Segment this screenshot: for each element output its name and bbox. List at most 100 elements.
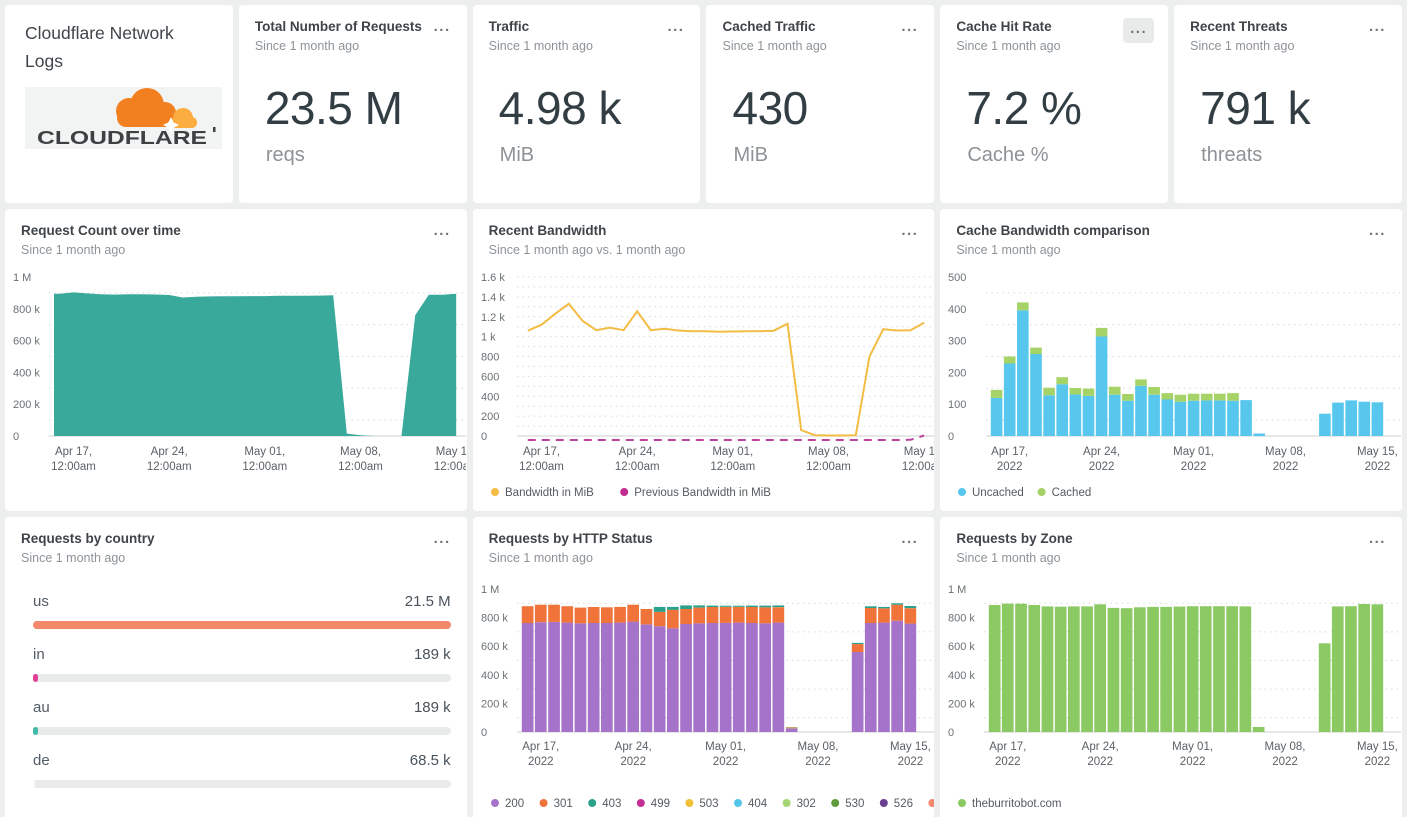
svg-text:May 01,12:00am: May 01, 12:00am — [242, 446, 287, 473]
stat-unit: Cache % — [967, 144, 1049, 166]
svg-text:200 k: 200 k — [13, 399, 40, 411]
panel-title: Requests by HTTP Status — [488, 531, 653, 546]
svg-text:Cached: Cached — [1052, 487, 1092, 499]
stat-card-recent-threats: Recent Threats Since 1 month ago ... 791… — [1174, 5, 1402, 203]
country-label: au — [33, 699, 50, 716]
svg-text:Apr 17,2022: Apr 17, 2022 — [991, 446, 1028, 473]
http-status-bar-chart: 1 M 800 k 600 k 400 k 200 k 0 Apr 17, 2022 Apr 2… — [481, 584, 934, 810]
svg-text:May 08,2022: May 08, 2022 — [1265, 446, 1306, 473]
country-value: 21.5 M — [404, 593, 451, 610]
svg-text:530: 530 — [845, 798, 864, 810]
panel-menu-button[interactable]: ... — [433, 530, 451, 547]
cloudflare-cloud-icon — [116, 88, 197, 133]
cloudflare-logo-text: CLOUDFLARE — [37, 128, 207, 148]
request-count-area-chart: 1 M 800 k 600 k 400 k 200 k 0 Apr 17, 12:00am Ap… — [13, 272, 466, 473]
panel-menu-button[interactable]: ... — [901, 530, 919, 547]
panel-title: Total Number of Requests — [254, 19, 422, 34]
dashboard-title: Cloudflare Network Logs — [25, 23, 174, 71]
panel-menu-button[interactable]: ... — [1368, 18, 1386, 35]
svg-text:300: 300 — [948, 336, 966, 348]
svg-text:200: 200 — [948, 367, 966, 379]
country-bar-fill — [33, 621, 451, 629]
country-label: in — [33, 646, 45, 663]
country-bar-fill — [33, 727, 38, 735]
panel-menu-button[interactable]: ... — [433, 18, 451, 35]
svg-text:May 15,2022: May 15, 2022 — [890, 741, 931, 768]
country-value: 189 k — [413, 699, 451, 716]
svg-text:May 01,2022: May 01, 2022 — [1173, 446, 1214, 473]
svg-text:May 15,12:00am: May 15,12:00am — [434, 446, 466, 473]
country-value: 189 k — [413, 646, 451, 663]
svg-text:Uncached: Uncached — [972, 487, 1024, 499]
panel-title: Recent Bandwidth — [488, 223, 607, 238]
svg-text:526: 526 — [893, 798, 912, 810]
svg-text:1.4 k: 1.4 k — [481, 292, 505, 304]
svg-text:Apr 24,12:00am: Apr 24, 12:00am — [147, 446, 192, 473]
stat-value: 7.2 % — [966, 82, 1082, 134]
stat-value: 4.98 k — [498, 82, 622, 134]
panel-title: Request Count over time — [21, 223, 181, 238]
svg-text:200 k: 200 k — [948, 698, 975, 710]
panel-subtitle: Since 1 month ago — [722, 39, 827, 54]
svg-text:May 08,2022: May 08, 2022 — [797, 741, 838, 768]
country-bar-track — [33, 780, 451, 788]
panel-menu-button[interactable]: ... — [901, 222, 919, 239]
svg-text:403: 403 — [602, 798, 621, 810]
svg-text:400: 400 — [948, 304, 966, 316]
svg-text:499: 499 — [650, 798, 669, 810]
panel-menu-button[interactable]: ... — [901, 18, 919, 35]
panel-title: Recent Threats — [1190, 19, 1288, 34]
stat-unit: threats — [1201, 144, 1263, 166]
svg-text:May 01,12:00am: May 01, 12:00am — [710, 446, 755, 473]
panel-title: Requests by Zone — [956, 531, 1073, 546]
panel-cache-bandwidth: Cache Bandwidth comparison Since 1 month… — [940, 209, 1402, 511]
panel-subtitle: Since 1 month ago vs. 1 month ago — [488, 243, 686, 258]
panel-title: Cache Bandwidth comparison — [956, 223, 1150, 238]
svg-text:0: 0 — [481, 727, 487, 739]
stat-unit: MiB — [499, 144, 535, 166]
stat-value: 23.5 M — [264, 82, 403, 134]
panel-subtitle: Since 1 month ago — [956, 39, 1061, 54]
panel-subtitle: Since 1 month ago — [956, 243, 1061, 258]
svg-text:Apr 24,2022: Apr 24, 2022 — [614, 741, 651, 768]
svg-text:May 08,12:00am: May 08, 12:00am — [338, 446, 383, 473]
svg-text:Apr 24,12:00am: Apr 24, 12:00am — [614, 446, 659, 473]
svg-text:600 k: 600 k — [948, 641, 975, 653]
svg-text:301: 301 — [553, 798, 572, 810]
panel-requests-by-http-status: Requests by HTTP Status Since 1 month ag… — [472, 517, 935, 817]
svg-text:1 M: 1 M — [948, 584, 966, 596]
svg-text:Apr 17,2022: Apr 17, 2022 — [522, 741, 559, 768]
svg-text:Apr 17,2022: Apr 17, 2022 — [990, 741, 1027, 768]
panel-menu-button[interactable]: ... — [1123, 18, 1155, 43]
svg-text:May 15,2022: May 15, 2022 — [1357, 446, 1398, 473]
svg-text:May 08,2022: May 08, 2022 — [1265, 741, 1306, 768]
svg-text:500: 500 — [948, 272, 966, 284]
svg-text:1.6 k: 1.6 k — [481, 272, 505, 284]
panel-title: Requests by country — [21, 531, 155, 546]
svg-text:Apr 24,2022: Apr 24, 2022 — [1082, 741, 1119, 768]
svg-text:600 k: 600 k — [13, 336, 40, 348]
svg-text:1 M: 1 M — [13, 272, 31, 284]
svg-text:200: 200 — [481, 411, 499, 423]
country-row: in 189 k — [33, 629, 451, 682]
country-bar-track — [33, 674, 451, 682]
panel-title: Traffic — [488, 19, 530, 34]
svg-text:1 M: 1 M — [481, 584, 499, 596]
svg-text:Apr 24,2022: Apr 24, 2022 — [1083, 446, 1120, 473]
panel-subtitle: Since 1 month ago — [21, 243, 126, 258]
panel-menu-button[interactable]: ... — [1368, 530, 1386, 547]
svg-text:404: 404 — [748, 798, 768, 810]
svg-text:400 k: 400 k — [13, 367, 40, 379]
panel-subtitle: Since 1 month ago — [488, 39, 593, 54]
svg-text:600 k: 600 k — [481, 641, 508, 653]
panel-subtitle: Since 1 month ago — [21, 551, 126, 566]
country-bar-track — [33, 727, 451, 735]
panel-menu-button[interactable]: ... — [1368, 222, 1386, 239]
bandwidth-line-chart: 1.6 k 1.4 k 1.2 k 1 k 800 600 400 200 0 Apr 17, 12… — [481, 272, 934, 499]
panel-menu-button[interactable]: ... — [667, 18, 685, 35]
panel-subtitle: Since 1 month ago — [488, 551, 593, 566]
panel-menu-button[interactable]: ... — [433, 222, 451, 239]
svg-text:May 08,12:00am: May 08, 12:00am — [806, 446, 851, 473]
svg-text:800 k: 800 k — [948, 613, 975, 625]
